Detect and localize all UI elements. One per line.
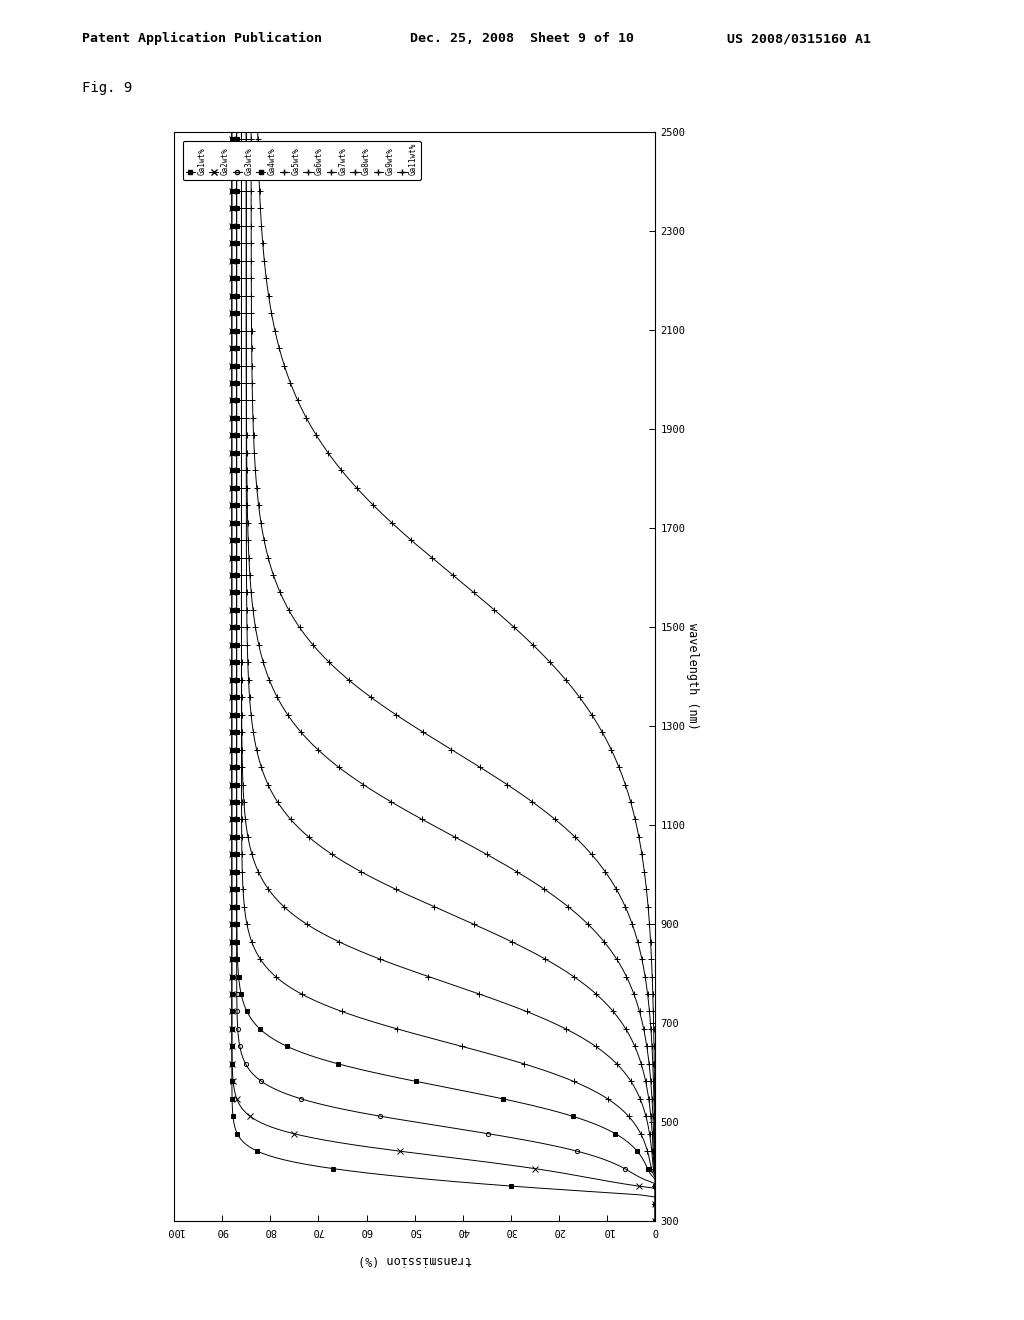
Ga9wt% — [374, 696, 386, 711]
Ga4wt% — [649, 1213, 662, 1229]
Ga6wt% — [236, 624, 248, 640]
Ga3wt% — [230, 689, 243, 705]
Line: Ga7wt%: Ga7wt% — [243, 128, 658, 1225]
Ga11wt% — [252, 124, 264, 140]
Ga3wt% — [230, 624, 243, 640]
Ga3wt% — [230, 321, 243, 337]
Ga4wt% — [230, 624, 243, 640]
Ga8wt% — [241, 150, 253, 166]
Ga2wt% — [225, 150, 238, 166]
Ga11wt% — [649, 1213, 662, 1229]
Ga5wt% — [236, 624, 248, 640]
Ga6wt% — [236, 689, 248, 705]
Ga6wt% — [649, 1213, 662, 1229]
Ga2wt% — [225, 321, 238, 337]
Ga8wt% — [244, 565, 256, 581]
Ga1wt% — [225, 624, 238, 640]
X-axis label: transmission (%): transmission (%) — [357, 1253, 472, 1266]
Ga8wt% — [271, 689, 284, 705]
Ga8wt% — [241, 124, 253, 140]
Ga5wt% — [236, 696, 248, 711]
Ga1wt% — [225, 689, 238, 705]
Legend: Ga1wt%, Ga2wt%, Ga3wt%, Ga4wt%, Ga5wt%, Ga6wt%, Ga7wt%, Ga8wt%, Ga9wt%, Ga11wt%: Ga1wt%, Ga2wt%, Ga3wt%, Ga4wt%, Ga5wt%, … — [182, 141, 421, 180]
Ga11wt% — [443, 565, 456, 581]
Ga2wt% — [225, 689, 238, 705]
Ga4wt% — [230, 565, 243, 581]
Ga9wt% — [297, 624, 309, 640]
Ga7wt% — [241, 321, 253, 337]
Ga2wt% — [225, 124, 238, 140]
Ga8wt% — [649, 1213, 662, 1229]
Y-axis label: wavelength (nm): wavelength (nm) — [686, 623, 699, 730]
Ga4wt% — [230, 124, 243, 140]
Ga11wt% — [252, 150, 264, 166]
Ga3wt% — [230, 696, 243, 711]
Ga9wt% — [245, 150, 257, 166]
Ga6wt% — [236, 124, 248, 140]
Ga3wt% — [230, 565, 243, 581]
Line: Ga4wt%: Ga4wt% — [234, 129, 657, 1224]
Ga11wt% — [268, 321, 281, 337]
Line: Ga6wt%: Ga6wt% — [238, 128, 658, 1225]
Ga3wt% — [230, 150, 243, 166]
Ga7wt% — [244, 689, 256, 705]
Line: Ga11wt%: Ga11wt% — [254, 128, 658, 1225]
Ga8wt% — [241, 321, 253, 337]
Text: Dec. 25, 2008  Sheet 9 of 10: Dec. 25, 2008 Sheet 9 of 10 — [410, 32, 634, 45]
Line: Ga1wt%: Ga1wt% — [229, 129, 657, 1224]
Ga7wt% — [241, 565, 253, 581]
Line: Ga3wt%: Ga3wt% — [234, 129, 657, 1224]
Ga5wt% — [649, 1213, 662, 1229]
Line: Ga5wt%: Ga5wt% — [238, 128, 658, 1225]
Ga3wt% — [649, 1213, 662, 1229]
Ga7wt% — [244, 696, 256, 711]
Ga4wt% — [230, 321, 243, 337]
Ga1wt% — [225, 150, 238, 166]
Ga1wt% — [225, 696, 238, 711]
Ga6wt% — [236, 696, 248, 711]
Ga1wt% — [225, 321, 238, 337]
Ga4wt% — [230, 150, 243, 166]
Ga7wt% — [241, 124, 253, 140]
Ga9wt% — [365, 689, 377, 705]
Ga5wt% — [236, 321, 248, 337]
Ga5wt% — [236, 124, 248, 140]
Ga4wt% — [230, 696, 243, 711]
Ga7wt% — [241, 624, 253, 640]
Text: Patent Application Publication: Patent Application Publication — [82, 32, 322, 45]
Ga2wt% — [649, 1213, 662, 1229]
Ga5wt% — [236, 150, 248, 166]
Ga6wt% — [236, 565, 248, 581]
Ga8wt% — [250, 624, 262, 640]
Line: Ga8wt%: Ga8wt% — [243, 128, 658, 1225]
Ga2wt% — [225, 624, 238, 640]
Ga2wt% — [225, 696, 238, 711]
Ga11wt% — [579, 696, 591, 711]
Ga6wt% — [236, 321, 248, 337]
Ga2wt% — [225, 565, 238, 581]
Ga5wt% — [236, 565, 248, 581]
Ga7wt% — [649, 1213, 662, 1229]
Ga4wt% — [230, 689, 243, 705]
Text: US 2008/0315160 A1: US 2008/0315160 A1 — [727, 32, 871, 45]
Ga7wt% — [241, 150, 253, 166]
Ga9wt% — [245, 124, 257, 140]
Ga1wt% — [225, 124, 238, 140]
Ga11wt% — [573, 689, 586, 705]
Ga6wt% — [236, 150, 248, 166]
Line: Ga9wt%: Ga9wt% — [248, 128, 658, 1225]
Ga1wt% — [649, 1213, 662, 1229]
Ga3wt% — [230, 124, 243, 140]
Ga9wt% — [266, 565, 279, 581]
Ga1wt% — [225, 565, 238, 581]
Ga9wt% — [649, 1213, 662, 1229]
Ga8wt% — [274, 696, 287, 711]
Text: Fig. 9: Fig. 9 — [82, 82, 132, 95]
Ga11wt% — [513, 624, 525, 640]
Ga9wt% — [246, 321, 258, 337]
Line: Ga2wt%: Ga2wt% — [229, 129, 658, 1224]
Ga5wt% — [236, 689, 248, 705]
